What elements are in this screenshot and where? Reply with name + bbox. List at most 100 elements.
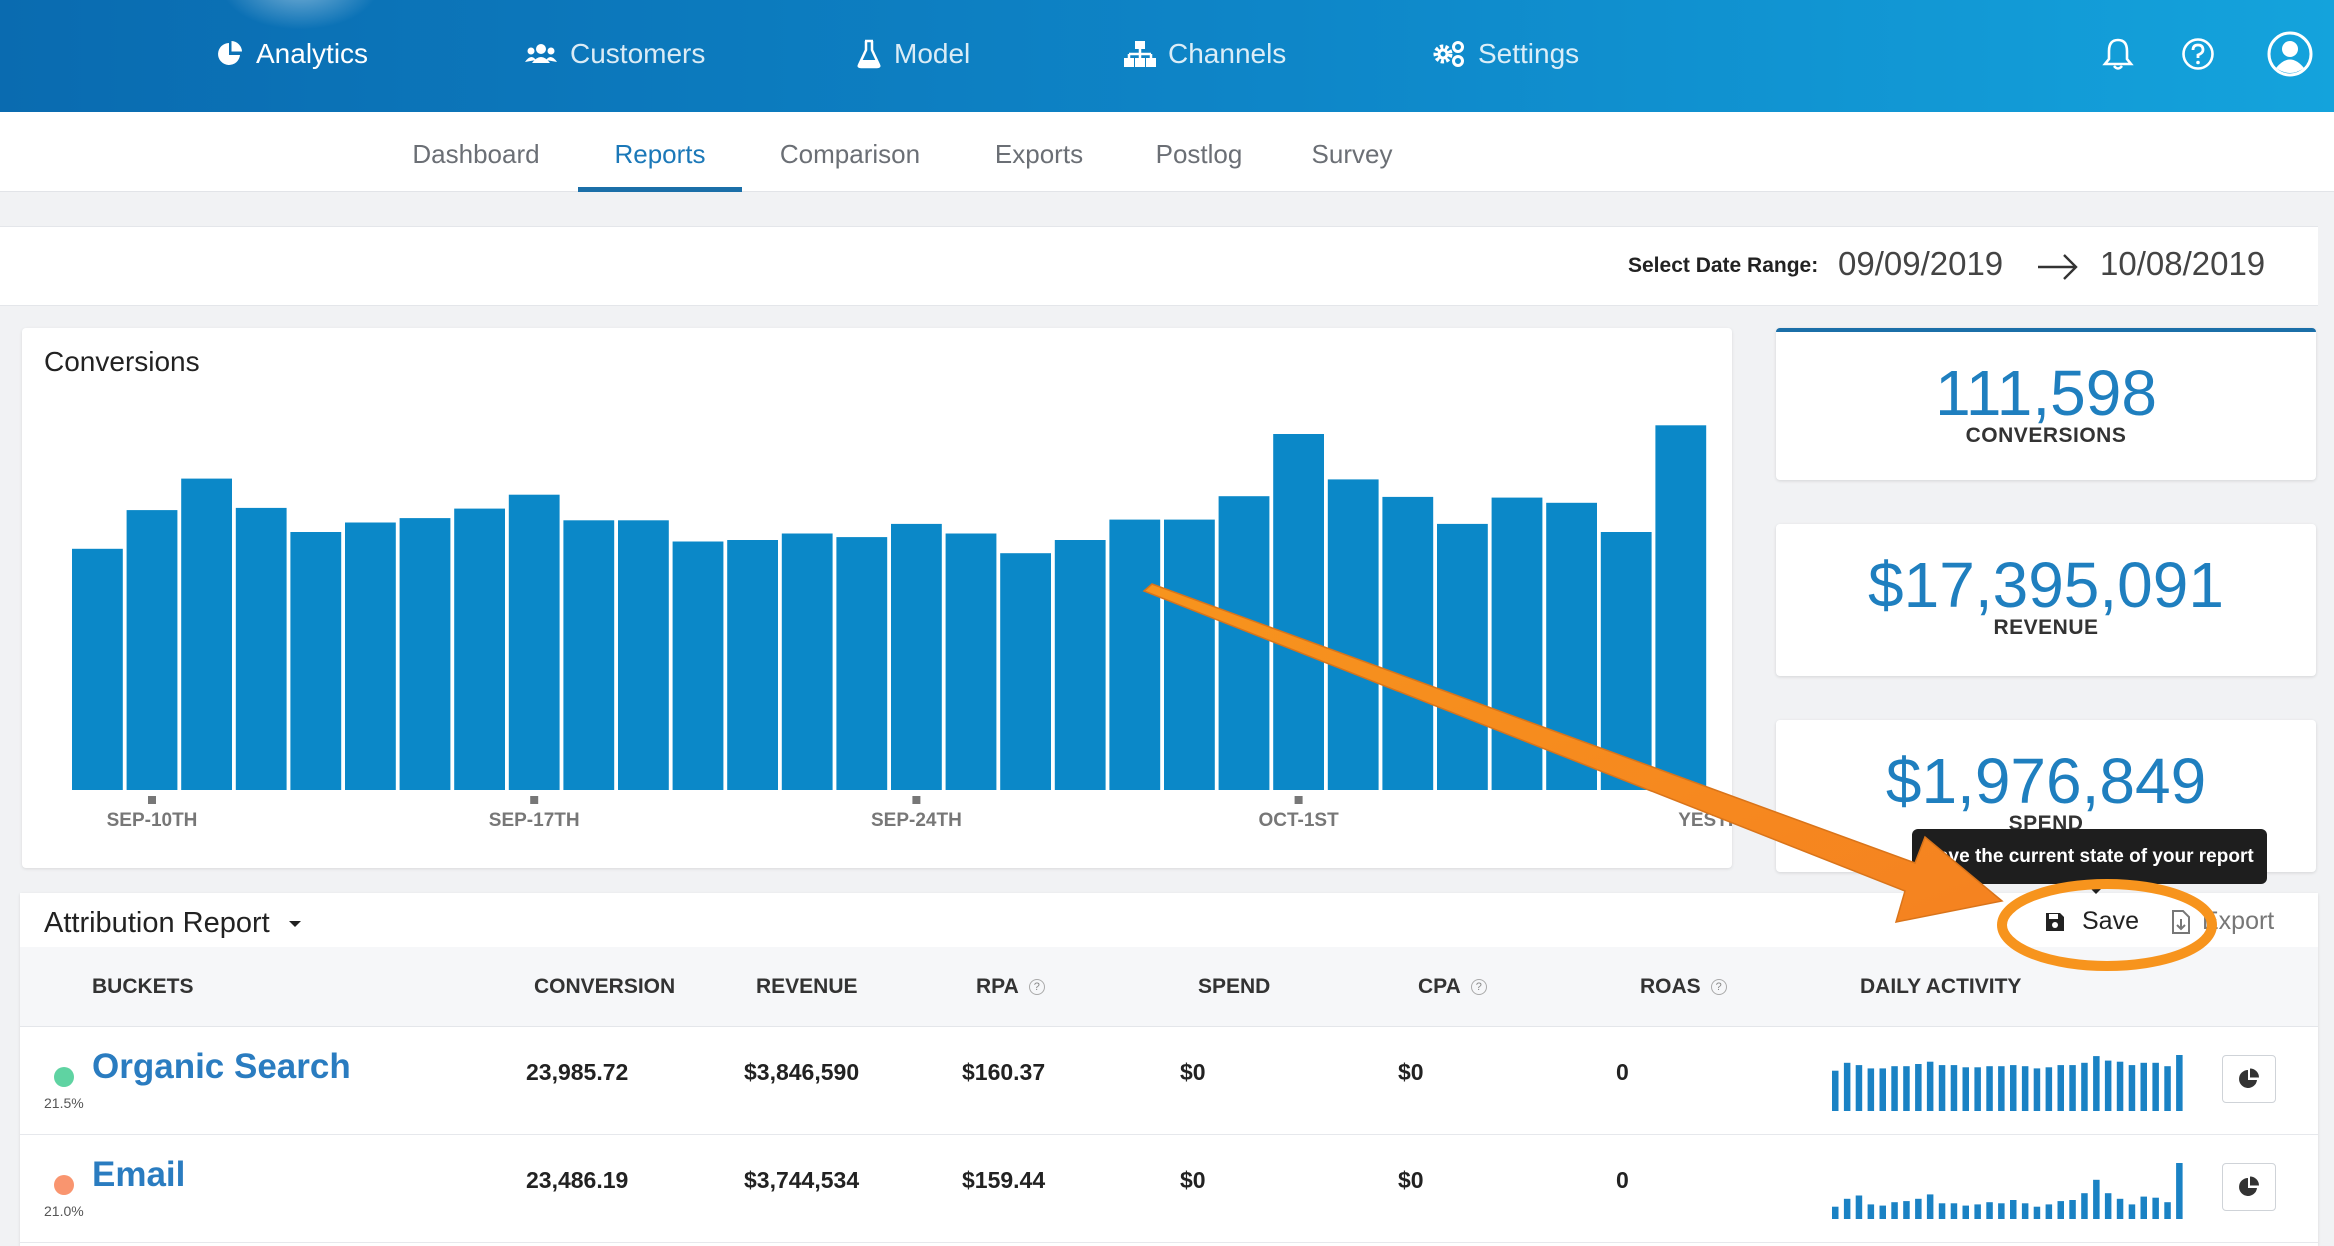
gears-icon	[1433, 41, 1464, 67]
chart-bar[interactable]	[672, 541, 724, 791]
date-end-input[interactable]: 10/08/2019	[2100, 245, 2266, 282]
table-row-organic-search: Organic Search 21.5% 23,985.72 $3,846,59…	[20, 1027, 2318, 1135]
sparkline-bar	[2128, 1204, 2136, 1219]
bucket-breakdown-button[interactable]	[2222, 1055, 2276, 1103]
chart-bar[interactable]	[1437, 523, 1488, 790]
col-spend[interactable]: SPEND	[1198, 975, 1270, 999]
tab-postlog[interactable]: Postlog	[1138, 112, 1260, 192]
bucket-name-link[interactable]: Email	[92, 1155, 186, 1194]
help-button[interactable]	[2174, 30, 2222, 78]
sparkline-bar	[2152, 1197, 2159, 1219]
notifications-button[interactable]	[2094, 30, 2142, 78]
nav-highlight-glow	[220, 0, 380, 30]
sparkline-bar	[1891, 1066, 1898, 1111]
chart-bar[interactable]	[1327, 479, 1379, 790]
tab-survey[interactable]: Survey	[1298, 112, 1406, 192]
cpa-help-icon[interactable]: ?	[1470, 979, 1487, 995]
col-cpa-label: CPA	[1418, 975, 1461, 998]
col-buckets[interactable]: BUCKETS	[92, 975, 194, 999]
col-cpa[interactable]: CPA?	[1418, 975, 1487, 999]
bucket-share: 21.5%	[44, 1095, 84, 1111]
chart-bar[interactable]	[72, 548, 123, 790]
chart-bar[interactable]	[181, 478, 232, 790]
nav-model[interactable]: Model	[856, 32, 970, 76]
save-button[interactable]: Save	[2044, 907, 2139, 936]
col-revenue[interactable]: REVENUE	[756, 975, 858, 999]
sparkline-bar	[1974, 1067, 1981, 1111]
chart-bar[interactable]	[1164, 519, 1215, 790]
export-button[interactable]: Export	[2170, 907, 2274, 936]
nav-settings[interactable]: Settings	[1432, 32, 1579, 76]
cell-cpa: $0	[1398, 1167, 1424, 1193]
chart-bar[interactable]	[1273, 434, 1324, 790]
sparkline-bar	[1998, 1066, 2005, 1111]
cell-roas: 0	[1616, 1167, 1629, 1193]
chart-bar[interactable]	[1546, 502, 1597, 790]
chart-bar[interactable]	[1382, 496, 1434, 790]
chart-bar[interactable]	[1000, 553, 1051, 790]
chart-bar[interactable]	[1491, 497, 1543, 790]
date-start-input[interactable]: 09/09/2019	[1838, 245, 2004, 282]
chart-bar[interactable]	[1218, 496, 1270, 790]
sparkline-bar	[2045, 1067, 2053, 1111]
chart-bar[interactable]	[1600, 532, 1652, 790]
chart-bar[interactable]	[1109, 519, 1161, 790]
chart-bar[interactable]	[508, 494, 560, 790]
export-button-label: Export	[2202, 907, 2275, 935]
chart-bar[interactable]	[1054, 540, 1106, 790]
chart-bar[interactable]	[454, 508, 505, 790]
x-tick-label: SEP-24TH	[871, 810, 962, 831]
tab-reports[interactable]: Reports	[578, 112, 742, 192]
sparkline-bar	[1903, 1201, 1910, 1219]
nav-channels[interactable]: Channels	[1124, 32, 1286, 76]
sparkline-bar	[2128, 1065, 2136, 1111]
sparkline-bar	[2104, 1193, 2112, 1219]
rpa-help-icon[interactable]: ?	[1028, 979, 1045, 995]
chart-bar[interactable]	[891, 523, 942, 790]
col-conversion-label: CONVERSION	[534, 975, 676, 998]
cell-revenue: $3,846,590	[744, 1059, 860, 1085]
chart-bar[interactable]	[781, 533, 833, 791]
report-title: Attribution Report	[44, 907, 270, 939]
arrow-right-icon	[2038, 254, 2078, 280]
sparkline-bar	[1986, 1202, 1993, 1219]
sparkline-bar	[1962, 1067, 1969, 1111]
chart-bar[interactable]	[618, 520, 669, 790]
chart-bar[interactable]	[345, 522, 396, 791]
x-tick-mark	[530, 796, 539, 804]
cell-cpa: $0	[1398, 1059, 1424, 1085]
sparkline-bar	[2140, 1062, 2147, 1111]
x-tick-mark	[1294, 796, 1303, 804]
sparkline-bar	[2069, 1200, 2076, 1219]
col-conversion[interactable]: CONVERSION	[534, 975, 675, 999]
sparkline-bar	[2081, 1193, 2088, 1219]
tab-comparison[interactable]: Comparison	[762, 112, 938, 192]
report-selector[interactable]: Attribution Report	[44, 907, 302, 940]
sparkline-bar	[1938, 1065, 1946, 1111]
chart-bar[interactable]	[563, 520, 615, 790]
chart-bar[interactable]	[235, 507, 287, 790]
chart-bar[interactable]	[399, 518, 451, 790]
chart-bar[interactable]	[836, 537, 888, 790]
chart-bar[interactable]	[727, 540, 778, 790]
roas-help-icon[interactable]: ?	[1710, 979, 1727, 995]
chart-bar[interactable]	[290, 532, 342, 790]
tab-dashboard[interactable]: Dashboard	[392, 112, 560, 192]
sparkline-bar	[1926, 1194, 1934, 1219]
bucket-breakdown-button[interactable]	[2222, 1163, 2276, 1211]
col-roas[interactable]: ROAS?	[1640, 975, 1727, 999]
user-menu-button[interactable]	[2266, 30, 2314, 78]
chart-bar[interactable]	[126, 510, 178, 790]
nav-customers[interactable]: Customers	[524, 32, 705, 76]
bucket-name-link[interactable]: Organic Search	[92, 1047, 351, 1086]
nav-analytics[interactable]: Analytics	[216, 32, 368, 76]
nav-model-label: Model	[894, 38, 971, 69]
floppy-disk-icon	[2046, 912, 2064, 931]
tab-exports[interactable]: Exports	[976, 112, 1102, 192]
chart-bar[interactable]	[945, 533, 997, 791]
top-nav-bar: Analytics Customers Model Channels	[0, 0, 2334, 112]
date-range-label: Select Date Range:	[1628, 254, 1819, 277]
sparkline-bar	[1962, 1205, 1969, 1219]
chart-bar[interactable]	[1655, 425, 1707, 790]
col-rpa[interactable]: RPA?	[976, 975, 1045, 999]
